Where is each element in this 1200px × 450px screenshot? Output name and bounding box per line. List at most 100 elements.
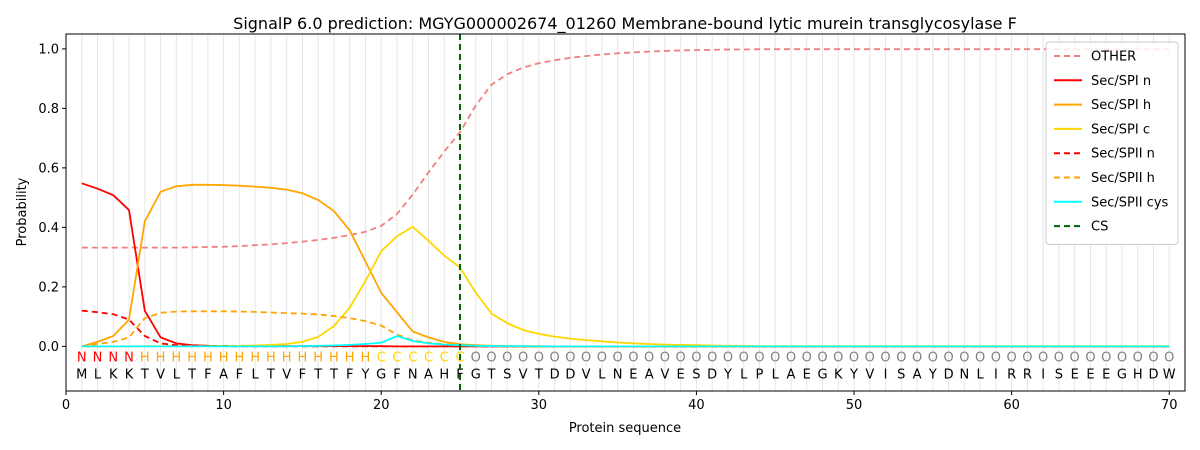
- legend-label: Sec/SPI n: [1091, 74, 1151, 89]
- residue-letter: T: [266, 368, 275, 383]
- residue-letter: S: [692, 368, 700, 383]
- residue-letter: E: [1086, 368, 1094, 383]
- chart-title: SignalP 6.0 prediction: MGYG000002674_01…: [233, 14, 1017, 34]
- region-label: O: [534, 350, 544, 365]
- residue-letter: I: [884, 368, 888, 383]
- legend-label: CS: [1091, 220, 1108, 235]
- x-tick-label: 10: [215, 398, 232, 413]
- residue-letter: F: [346, 368, 353, 383]
- axis-ticks: 0 10 20 30 40 50 60 70 0.0 0.2 0.4 0.6 0.8 1.0: [38, 42, 1177, 413]
- residue-letter: A: [219, 368, 228, 383]
- series-line: [81, 48, 1170, 249]
- residue-letter: T: [329, 368, 338, 383]
- residue-letter: E: [803, 368, 811, 383]
- region-label: H: [203, 350, 213, 365]
- residue-letter: A: [787, 368, 796, 383]
- region-label: N: [108, 350, 118, 365]
- residue-letter: L: [740, 368, 748, 383]
- region-label: C: [424, 350, 433, 365]
- residue-letter: I: [994, 368, 998, 383]
- x-tick-label: 30: [531, 398, 548, 413]
- residue-letter: G: [1117, 368, 1127, 383]
- y-tick-label: 1.0: [38, 42, 59, 57]
- region-label: C: [440, 350, 449, 365]
- y-tick-label: 0.2: [38, 280, 59, 295]
- y-tick-label: 0.6: [38, 161, 59, 176]
- region-label: O: [1101, 350, 1111, 365]
- sequence-letters: NNNNHHHHHHHHHHHHHHHCCCCCCOOOOOOOOOOOOOOO…: [76, 350, 1176, 382]
- residue-letter: F: [299, 368, 306, 383]
- plot-frame: [65, 33, 1186, 392]
- residue-letter: D: [565, 368, 575, 383]
- region-label: O: [1148, 350, 1158, 365]
- region-label: O: [739, 350, 749, 365]
- residue-letter: T: [534, 368, 543, 383]
- region-label: O: [471, 350, 481, 365]
- legend-label: OTHER: [1091, 50, 1136, 65]
- residue-letter: F: [393, 368, 400, 383]
- region-label: O: [1164, 350, 1174, 365]
- residue-letter: A: [645, 368, 654, 383]
- residue-letter: E: [629, 368, 637, 383]
- residue-letter: L: [772, 368, 780, 383]
- region-label: H: [187, 350, 197, 365]
- residue-letter: Y: [360, 368, 369, 383]
- region-label: O: [1070, 350, 1080, 365]
- legend-label: Sec/SPI h: [1091, 98, 1151, 113]
- legend-label: Sec/SPII cys: [1091, 195, 1169, 210]
- residue-letter: E: [677, 368, 685, 383]
- region-label: H: [345, 350, 355, 365]
- y-tick-label: 0.8: [38, 102, 59, 117]
- residue-letter: A: [424, 368, 433, 383]
- x-tick-label: 70: [1161, 398, 1178, 413]
- axes: [65, 33, 1186, 392]
- residue-letter: D: [1148, 368, 1158, 383]
- region-label: O: [518, 350, 528, 365]
- region-label: O: [1038, 350, 1048, 365]
- y-tick-label: 0.4: [38, 221, 59, 236]
- residue-letter: N: [959, 368, 969, 383]
- region-label: O: [597, 350, 607, 365]
- residue-letter: V: [660, 368, 669, 383]
- residue-letter: K: [109, 368, 118, 383]
- series-line: [81, 335, 1170, 348]
- region-label: H: [140, 350, 150, 365]
- residue-letter: M: [76, 368, 87, 383]
- region-label: O: [1007, 350, 1017, 365]
- region-label: O: [865, 350, 875, 365]
- region-label: N: [77, 350, 87, 365]
- residue-letter: I: [1041, 368, 1045, 383]
- region-label: H: [329, 350, 339, 365]
- residue-letter: Y: [928, 368, 937, 383]
- residue-letter: S: [1055, 368, 1063, 383]
- region-label: O: [833, 350, 843, 365]
- region-label: O: [928, 350, 938, 365]
- region-label: O: [770, 350, 780, 365]
- region-label: O: [802, 350, 812, 365]
- residue-letter: T: [313, 368, 322, 383]
- region-label: H: [266, 350, 276, 365]
- region-label: O: [1022, 350, 1032, 365]
- region-label: H: [250, 350, 260, 365]
- region-label: O: [1117, 350, 1127, 365]
- region-label: O: [565, 350, 575, 365]
- residue-letter: S: [897, 368, 905, 383]
- region-label: O: [660, 350, 670, 365]
- residue-letter: K: [834, 368, 843, 383]
- region-label: O: [1133, 350, 1143, 365]
- residue-letter: V: [865, 368, 874, 383]
- grid-lines: [81, 34, 1170, 391]
- x-tick-label: 50: [846, 398, 863, 413]
- region-label: H: [361, 350, 371, 365]
- x-axis-label: Protein sequence: [569, 421, 681, 436]
- region-label: O: [676, 350, 686, 365]
- region-label: O: [581, 350, 591, 365]
- residue-letter: V: [282, 368, 291, 383]
- residue-letter: V: [519, 368, 528, 383]
- legend-label: Sec/SPI c: [1091, 122, 1150, 137]
- region-label: O: [707, 350, 717, 365]
- region-label: O: [644, 350, 654, 365]
- region-label: O: [912, 350, 922, 365]
- residue-letter: E: [1102, 368, 1110, 383]
